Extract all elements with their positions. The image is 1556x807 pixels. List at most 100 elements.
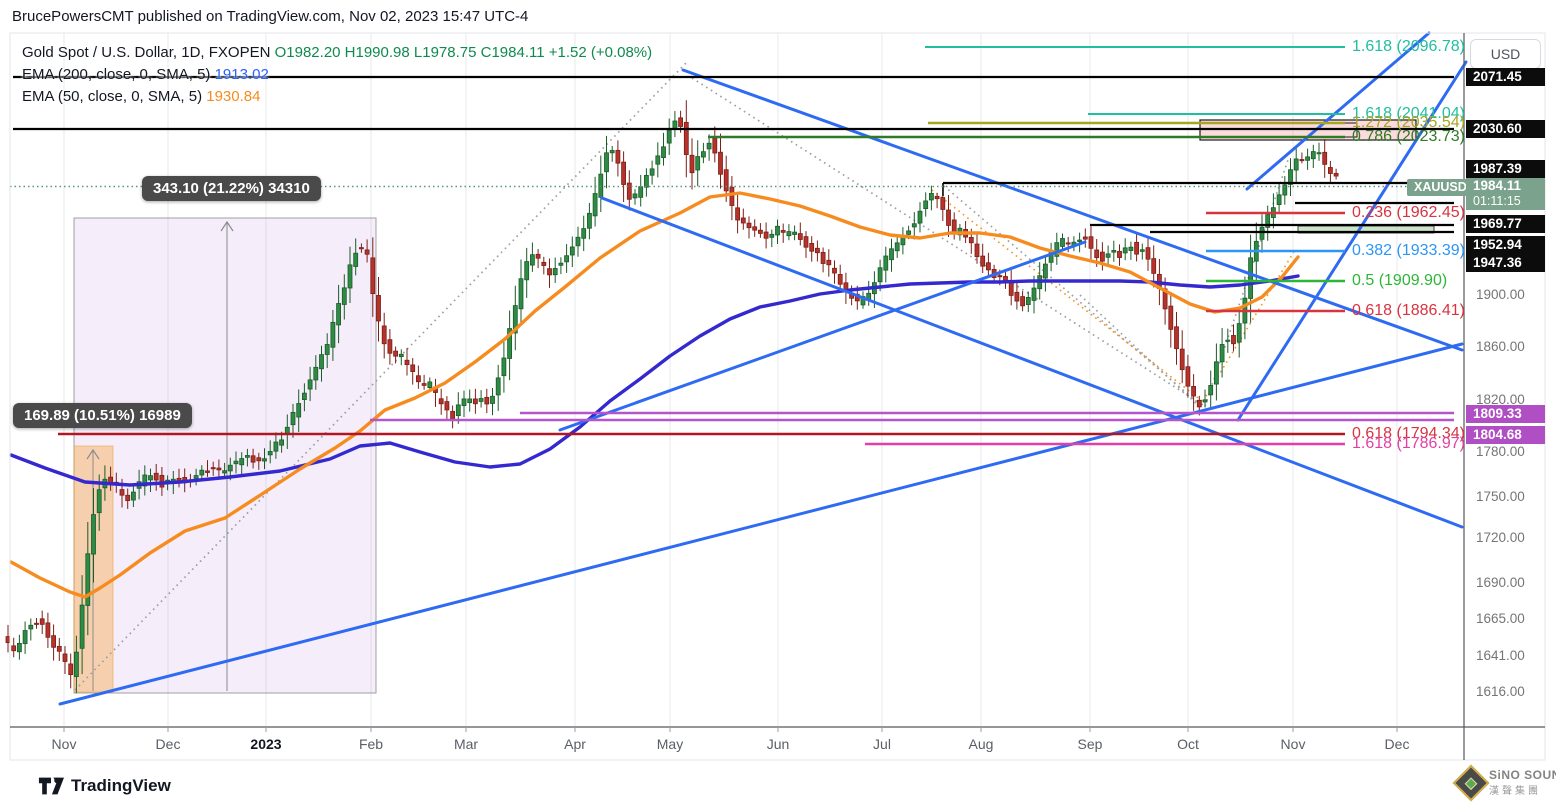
time-tick-label: 2023 (250, 736, 282, 752)
publish-attribution: BrucePowersCMT published on TradingView.… (12, 8, 529, 25)
tradingview-logo-text[interactable]: TradingView (71, 776, 171, 795)
candle-body (1117, 250, 1122, 258)
candle-body (1276, 194, 1282, 205)
candle-body (267, 451, 273, 456)
candle-body (547, 268, 552, 276)
candle-body (678, 117, 683, 127)
candle-body (216, 467, 222, 471)
dotted-trend-line[interactable] (943, 185, 1204, 408)
candle-body (495, 377, 501, 396)
candle-body (507, 328, 513, 359)
candle-body (1322, 151, 1328, 165)
last-price-value: 1984.11 (1473, 178, 1522, 193)
ema200-label[interactable]: EMA (200, close, 0, SMA, 5) (22, 66, 211, 83)
tradingview-branding[interactable]: TradingView (38, 774, 171, 798)
measure-box-purple[interactable] (73, 217, 377, 694)
candle-body (450, 410, 456, 420)
candle-body (1214, 361, 1219, 385)
candle-body (239, 458, 245, 466)
purple-level-label: 1804.68 (1466, 426, 1545, 444)
candle-body (324, 344, 330, 355)
dotted-trend-line[interactable] (74, 62, 687, 691)
candle-body (1094, 249, 1100, 259)
candle-body (894, 242, 900, 252)
candle-body (91, 514, 96, 555)
candle-body (290, 411, 296, 426)
candle-body (968, 237, 974, 244)
candle-body (1054, 242, 1060, 257)
candle-body (130, 491, 136, 501)
candle-body (655, 155, 661, 165)
legend-symbol-row[interactable]: Gold Spot / U.S. Dollar, 1D, FXOPEN O198… (22, 44, 652, 61)
trend-line[interactable] (58, 342, 1464, 706)
trend-line[interactable] (1236, 60, 1468, 422)
currency-selector-button[interactable]: USD (1470, 39, 1541, 69)
candle-body (364, 249, 370, 255)
candle-body (1065, 242, 1071, 245)
candle-body (461, 398, 467, 406)
time-tick-label: Dec (155, 736, 181, 752)
candle-body (1231, 335, 1236, 345)
fib-label: 1.618 (2041.04) (1352, 105, 1465, 122)
dotted-orange-line[interactable] (931, 189, 1203, 402)
candle-body (74, 651, 79, 677)
time-tick-label: Feb (358, 736, 384, 752)
candle-body (205, 470, 210, 473)
candle-body (917, 210, 923, 224)
candle-body (1145, 247, 1151, 260)
candle-body (649, 168, 655, 176)
legend-ema200-row[interactable]: EMA (200, close, 0, SMA, 5) 1913.02 (22, 66, 269, 83)
trend-line[interactable] (681, 68, 1464, 352)
candle-body (712, 137, 718, 154)
candle-body (535, 253, 541, 259)
candle-body (1333, 172, 1339, 177)
candle-body (1105, 253, 1111, 258)
candle-body (923, 200, 929, 210)
measure-arrow-head (220, 220, 234, 232)
candle-body (906, 230, 911, 235)
candle-body (1248, 257, 1253, 299)
candle-body (558, 262, 564, 266)
trend-line[interactable] (600, 196, 1464, 529)
candle-body (22, 630, 28, 645)
candle-body (695, 156, 701, 171)
candle-body (398, 353, 404, 357)
legend-ema50-row[interactable]: EMA (50, close, 0, SMA, 5) 1930.84 (22, 88, 260, 105)
candle-body (193, 475, 199, 479)
candle-body (689, 154, 695, 174)
candle-body (51, 635, 56, 648)
candle-body (484, 396, 490, 405)
candle-body (1259, 226, 1265, 240)
candle-body (769, 233, 775, 238)
candle-body (626, 182, 632, 200)
dotted-trend-line[interactable] (691, 77, 1204, 406)
price-level-label: 1947.36 (1466, 254, 1545, 272)
candle-body (1082, 236, 1088, 240)
candle-body (815, 247, 820, 254)
candle-body (16, 643, 22, 653)
candle-body (1282, 184, 1288, 196)
candle-body (313, 366, 319, 381)
candle-body (210, 467, 216, 470)
ema50-line[interactable] (9, 191, 1300, 599)
candle-body (1025, 297, 1031, 305)
symbol-title[interactable]: Gold Spot / U.S. Dollar, 1D, FXOPEN (22, 44, 271, 61)
trend-line[interactable] (558, 240, 1087, 432)
price-level-label: 1987.39 (1466, 160, 1545, 178)
candle-body (1168, 305, 1174, 330)
candle-body (809, 243, 815, 252)
trend-line[interactable] (1245, 31, 1431, 191)
candle-body (472, 398, 478, 405)
candle-body (28, 624, 34, 630)
candle-body (1077, 239, 1082, 242)
candle-body (1293, 158, 1299, 171)
fib-label: 0.618 (1794.34) (1352, 425, 1465, 442)
ema50-label[interactable]: EMA (50, close, 0, SMA, 5) (22, 88, 203, 105)
candle-body (1128, 246, 1134, 251)
chart-frame (9, 32, 1546, 761)
time-tick-label: Nov (1280, 736, 1306, 752)
candle-body (1328, 167, 1333, 174)
candle-body (1299, 159, 1305, 162)
candle-body (758, 229, 763, 234)
